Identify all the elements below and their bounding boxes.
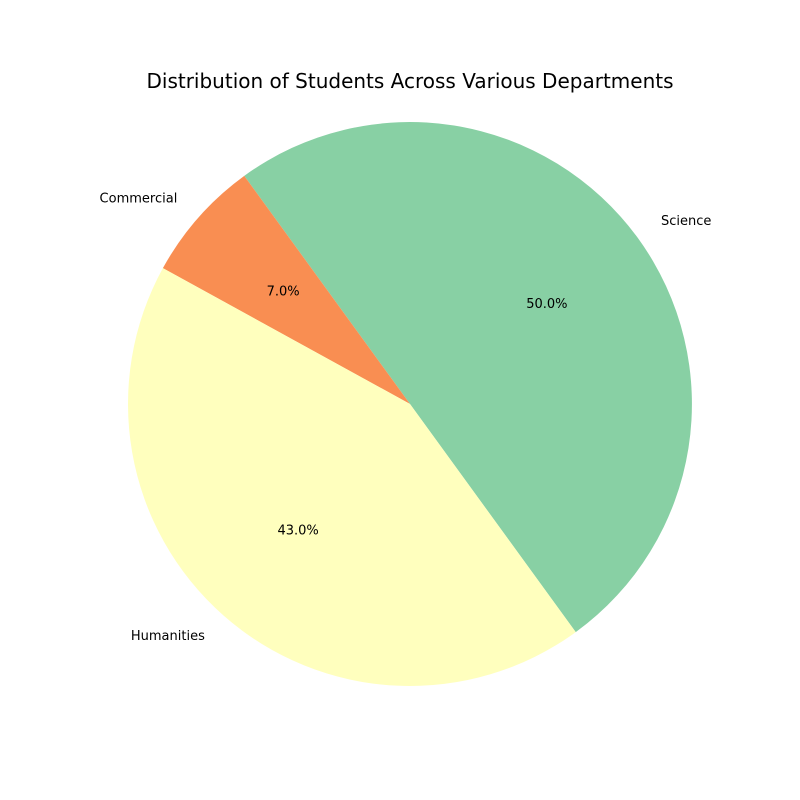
slice-label-science: Science xyxy=(661,214,711,229)
pie-slice-science xyxy=(244,122,692,633)
pie-labels: Science 50.0% Commercial 7.0% Humanities 43.0… xyxy=(100,191,712,644)
slice-label-commercial: Commercial xyxy=(100,191,178,206)
slice-label-humanities: Humanities xyxy=(131,629,205,644)
percent-label-commercial: 7.0% xyxy=(267,285,300,300)
pie-slice-humanities xyxy=(128,268,576,686)
pie-slices xyxy=(128,122,692,686)
percent-label-humanities: 43.0% xyxy=(277,523,318,538)
pie-slice-commercial xyxy=(162,175,410,404)
chart-title: Distribution of Students Across Various … xyxy=(146,69,673,93)
percent-label-science: 50.0% xyxy=(526,297,567,312)
